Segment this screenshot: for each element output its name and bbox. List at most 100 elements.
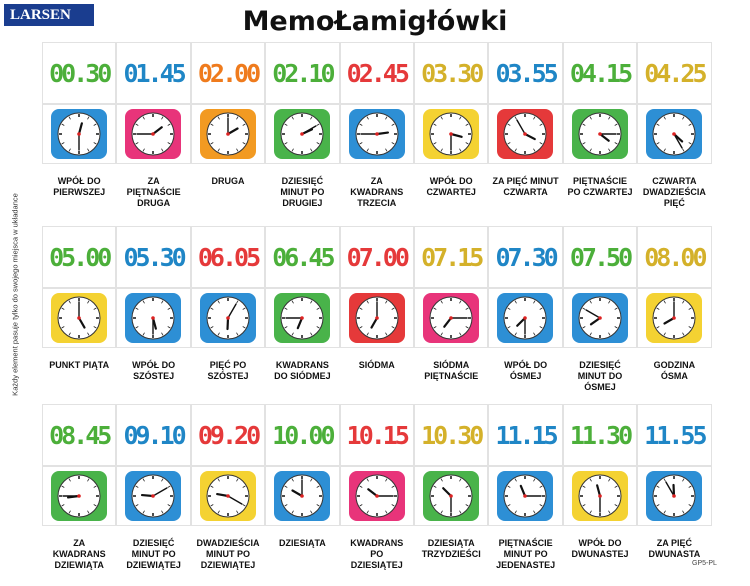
clock-tile	[414, 104, 489, 164]
clock-tick	[284, 307, 288, 310]
clock-tick	[539, 485, 543, 488]
clock-tile	[488, 466, 563, 526]
clock	[199, 293, 256, 343]
clock	[274, 471, 331, 521]
clock-tile	[414, 288, 489, 348]
clock-tick	[167, 485, 171, 488]
clock-center	[597, 316, 602, 320]
clock-tick	[87, 300, 90, 304]
digital-time: 02.00	[190, 42, 266, 104]
hour-hand	[375, 131, 389, 136]
clock-tick	[607, 510, 611, 514]
time-label: WPÓŁ DO PIERWSZEJ	[53, 176, 106, 197]
clock	[497, 471, 554, 521]
clock-tick	[614, 326, 618, 329]
digital-time: 06.05	[190, 226, 266, 288]
clock	[348, 471, 405, 521]
clock-tick	[589, 510, 592, 514]
clock-tile	[339, 104, 414, 164]
clock-tick	[433, 123, 437, 126]
clock-tick	[533, 510, 536, 514]
clock-tick	[515, 510, 518, 514]
clock	[423, 293, 479, 343]
clock-tick	[242, 485, 246, 488]
clock-tick	[433, 326, 437, 329]
clock-tick	[93, 123, 97, 126]
time-label: WPÓŁ DO DWUNASTEJ	[571, 538, 629, 559]
clock-tile	[488, 288, 563, 348]
clock-tick	[210, 123, 214, 126]
clock-tick	[533, 300, 536, 304]
clock-tick	[589, 148, 592, 152]
clock-tile	[265, 288, 340, 348]
digital-time: 05.30	[116, 226, 191, 288]
clock-tick	[242, 326, 246, 329]
clock	[646, 109, 703, 159]
clock-tick	[589, 116, 592, 120]
digital-time: 07.30	[488, 226, 563, 288]
clock-tick	[167, 142, 171, 145]
clock-tick	[607, 116, 611, 120]
digital-time: 07.50	[562, 226, 638, 288]
hour-hand	[516, 316, 527, 327]
clock-center	[672, 132, 676, 136]
digital-time: 11.55	[637, 404, 712, 466]
clock-tick	[68, 300, 71, 304]
clock-tick	[440, 332, 443, 336]
clock-tick	[459, 332, 462, 336]
clock-tick	[167, 307, 171, 310]
clock-center	[225, 316, 230, 320]
time-label: ZA KWADRANS DZIEWIĄTA	[52, 538, 106, 570]
clock-tick	[210, 485, 214, 488]
time-label: PIĘTNAŚCIE MINUT PO JEDENASTEJ	[496, 538, 556, 570]
clock-tick	[161, 332, 164, 336]
clock-tick	[384, 300, 387, 304]
clock-tick	[688, 326, 692, 329]
clock-tick	[235, 510, 239, 514]
clock-tick	[465, 326, 469, 329]
clock-center	[225, 494, 230, 498]
clock-tick	[507, 123, 511, 126]
clock-tick	[656, 326, 660, 329]
clock	[199, 471, 256, 521]
clock-tile	[190, 104, 266, 164]
clock-tick	[582, 326, 586, 329]
clock-tick	[682, 478, 685, 482]
time-label: DRUGA	[211, 176, 245, 186]
clock-tick	[391, 307, 395, 310]
digital-time: 01.45	[116, 42, 191, 104]
clock-tick	[366, 116, 369, 120]
clock-tick	[688, 307, 692, 310]
hour-hand	[449, 132, 463, 138]
minute-hand	[301, 125, 317, 135]
minute-hand	[227, 303, 237, 319]
clock-tick	[440, 300, 443, 304]
digital-time: 02.45	[339, 42, 414, 104]
clock-tick	[391, 485, 395, 488]
hour-hand	[598, 132, 610, 142]
clock-center	[374, 132, 379, 136]
clock-tick	[663, 478, 667, 482]
clock-tick	[61, 123, 65, 126]
hour-hand	[152, 126, 164, 136]
clock-tick	[682, 300, 685, 304]
clock	[274, 293, 331, 343]
clock-tick	[135, 307, 139, 310]
clock-center	[523, 494, 528, 498]
clock-tick	[61, 326, 65, 329]
clock-tick	[433, 504, 437, 507]
clock-tick	[582, 307, 586, 310]
clock-tick	[210, 142, 214, 145]
clock-tick	[61, 142, 65, 145]
clock	[348, 293, 405, 343]
time-label: PIĘĆ PO SZÓSTEJ	[207, 360, 249, 381]
clock-tick	[167, 504, 171, 507]
clock	[571, 471, 628, 521]
clock-tile	[339, 466, 414, 526]
clock-tick	[284, 485, 288, 488]
clock-tick	[217, 148, 220, 152]
clock-tick	[210, 504, 214, 507]
clock-tick	[515, 148, 518, 152]
clock-tick	[210, 307, 214, 310]
clock-tick	[656, 485, 660, 488]
